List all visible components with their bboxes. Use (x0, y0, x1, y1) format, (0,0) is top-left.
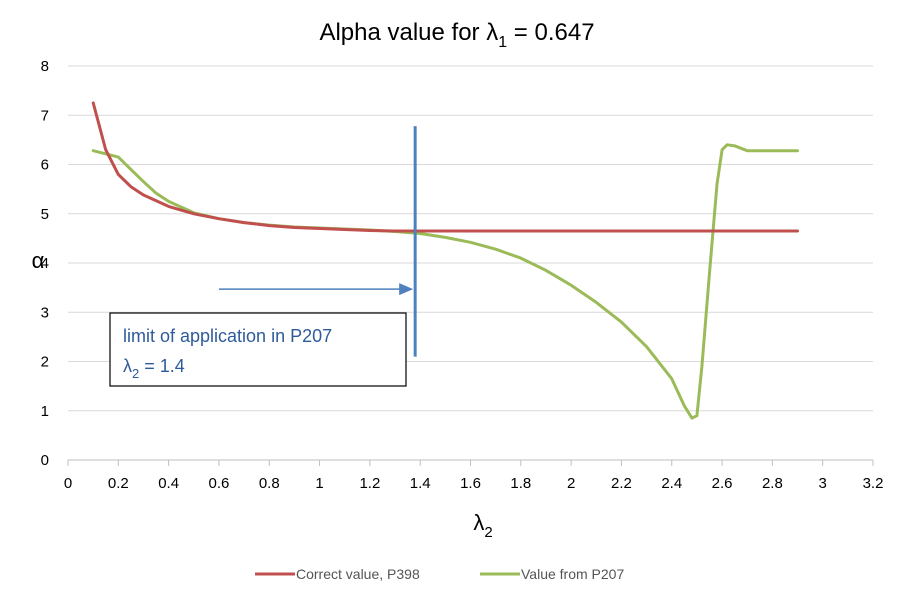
chart-title: Alpha value for λ1 = 0.647 (319, 19, 594, 51)
x-tick-label: 2.4 (661, 475, 682, 492)
x-tick-label: 3.2 (863, 475, 884, 492)
y-tick-label: 1 (41, 403, 49, 420)
limit-arrow-head (399, 283, 414, 296)
x-tick-label: 1.8 (510, 475, 531, 492)
legend-label-correct: Correct value, P398 (296, 566, 420, 582)
axes (67, 459, 874, 466)
y-tick-label: 7 (41, 107, 49, 124)
x-tick-label: 0.6 (209, 475, 230, 492)
x-tick-label: 2.2 (611, 475, 632, 492)
y-tick-label: 8 (41, 58, 49, 75)
series-lines (91, 101, 799, 420)
y-tick-label: 0 (41, 452, 49, 469)
x-tick-label: 3 (819, 475, 827, 492)
chart-title-main: Alpha value for (319, 19, 486, 46)
chart-title-symbol: λ (486, 19, 498, 46)
y-tick-label: 5 (41, 206, 49, 223)
series-line-correct-value (91, 101, 799, 233)
y-tick-label: 6 (41, 157, 49, 174)
x-tick-label: 1 (315, 475, 323, 492)
y-tick-label: 3 (41, 304, 49, 321)
x-axis-title: λ2 (473, 510, 492, 541)
x-axis-title-subscript: 2 (484, 524, 492, 541)
legend: Correct value, P398 Value from P207 (255, 566, 624, 582)
annotation-symbol: λ (123, 356, 132, 376)
y-axis-title: α (32, 248, 45, 273)
x-tick-label: 1.4 (410, 475, 431, 492)
y-tick-label: 4 (41, 255, 49, 272)
annotation-subscript: 2 (132, 366, 139, 381)
x-tick-label: 2 (567, 475, 575, 492)
chart-title-rest: = 0.647 (507, 19, 594, 46)
y-tick-label: 2 (41, 354, 49, 371)
annotation-box-frame (109, 312, 407, 387)
annotation-rest: = 1.4 (139, 356, 185, 376)
x-tick-label: 2.8 (762, 475, 783, 492)
x-tick-label: 0.8 (259, 475, 280, 492)
x-tick-label: 0.4 (158, 475, 179, 492)
annotation-line-2: λ2 = 1.4 (123, 356, 185, 381)
x-tick-label: 0.2 (108, 475, 129, 492)
tick-labels: 0 1 2 3 4 5 6 7 8 0 0.2 0.4 0.6 0.8 1 1.2 1.4 1.6 1.8 2 2.2 2… (41, 58, 884, 492)
chart-title-subscript: 1 (498, 34, 507, 51)
annotation-line-1: limit of application in P207 (123, 326, 332, 346)
x-tick-label: 1.2 (359, 475, 380, 492)
x-tick-label: 2.6 (712, 475, 733, 492)
x-axis-title-symbol: λ (473, 510, 484, 535)
x-tick-label: 1.6 (460, 475, 481, 492)
annotations (218, 126, 417, 357)
annotation-box: limit of application in P207 λ2 = 1.4 (109, 312, 407, 387)
legend-label-p207: Value from P207 (521, 566, 624, 582)
x-tick-label: 0 (64, 475, 72, 492)
